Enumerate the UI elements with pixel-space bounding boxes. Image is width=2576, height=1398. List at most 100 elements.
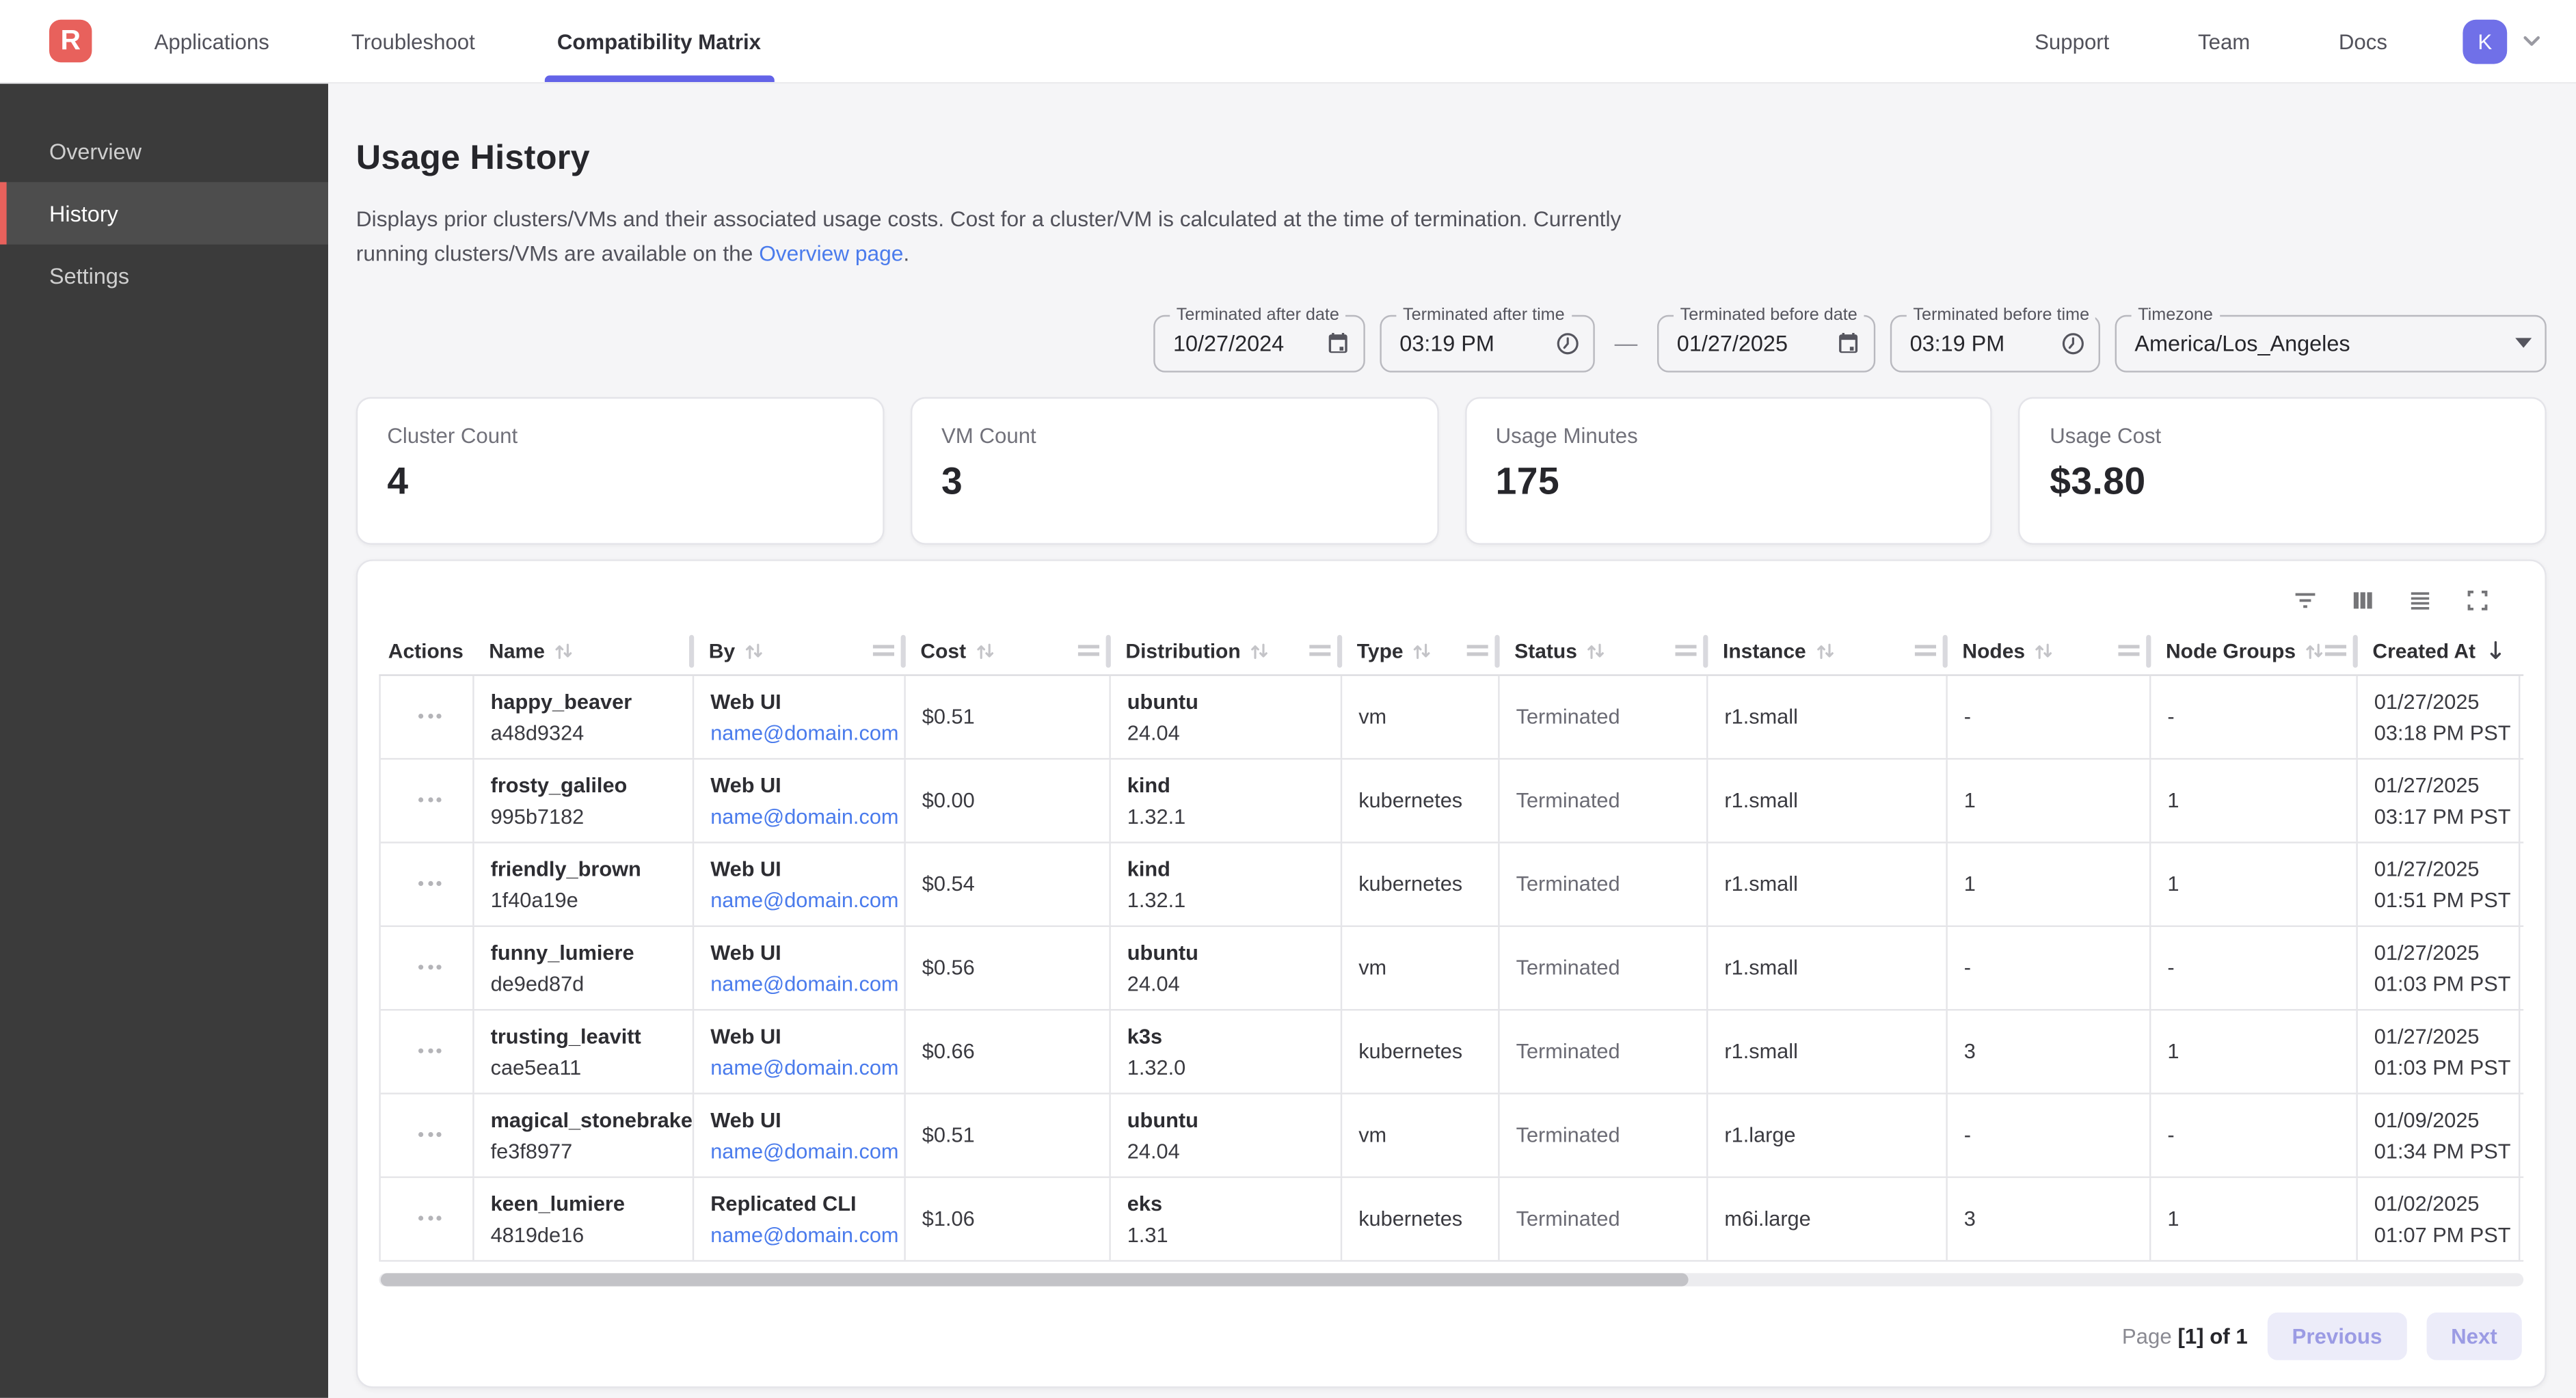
clock-icon[interactable] <box>1542 331 1580 355</box>
avatar[interactable]: K <box>2463 18 2508 64</box>
column-label: Type <box>1356 639 1404 662</box>
column-header-node_groups[interactable]: Node Groups <box>2149 626 2358 675</box>
cell-type: kubernetes <box>1342 1010 1500 1092</box>
density-icon[interactable] <box>2407 587 2433 613</box>
column-separator[interactable] <box>1494 634 1500 668</box>
nav-item-applications[interactable]: Applications <box>151 0 273 82</box>
table-row: funny_lumiere de9ed87d Web UI name@domain.… <box>380 926 2524 1010</box>
column-separator[interactable] <box>900 634 906 668</box>
row-actions-button[interactable] <box>381 675 474 758</box>
column-header-cost[interactable]: Cost <box>904 626 1111 675</box>
cell-nodes: - <box>1948 675 2151 758</box>
terminated-before-date-input[interactable]: Terminated before date 01/27/2025 <box>1657 304 1876 373</box>
stat-label: Usage Cost <box>2050 422 2162 448</box>
column-separator[interactable] <box>1942 634 1948 668</box>
table-row: magical_stonebraker fe3f8977 Web UI name@d… <box>380 1094 2524 1178</box>
row-actions-button[interactable] <box>381 1094 474 1177</box>
timezone-select[interactable]: Timezone America/Los_Angeles <box>2115 304 2547 373</box>
nav-item-label: Applications <box>154 29 269 53</box>
columns-icon[interactable] <box>2350 587 2376 613</box>
column-header-by[interactable]: By <box>693 626 906 675</box>
stat-value: 4 <box>387 459 409 502</box>
row-actions-button[interactable] <box>381 842 474 925</box>
by-email-link[interactable]: name@domain.com <box>710 971 899 996</box>
by-email-link[interactable]: name@domain.com <box>710 1222 899 1247</box>
nav-item-support[interactable]: Support <box>2031 29 2112 53</box>
column-menu-icon[interactable] <box>1309 644 1331 658</box>
terminated-before-time-input[interactable]: Terminated before time 03:19 PM <box>1890 304 2100 373</box>
sort-icon[interactable] <box>974 641 995 661</box>
column-separator[interactable] <box>1105 634 1111 668</box>
column-header-created_at[interactable]: Created At <box>2356 626 2519 675</box>
column-menu-icon[interactable] <box>872 644 894 658</box>
horizontal-scrollbar-track[interactable] <box>379 1272 2524 1286</box>
fullscreen-icon[interactable] <box>2465 587 2491 613</box>
column-menu-icon[interactable] <box>2118 644 2140 658</box>
column-header-nodes[interactable]: Nodes <box>1946 626 2151 675</box>
by-email-link[interactable]: name@domain.com <box>710 1138 899 1163</box>
nav-item-compatibility-matrix[interactable]: Compatibility Matrix <box>544 0 775 83</box>
column-header-type[interactable]: Type <box>1341 626 1500 675</box>
row-actions-button[interactable] <box>381 759 474 842</box>
replicated-logo[interactable]: R <box>49 19 92 63</box>
column-header-instance[interactable]: Instance <box>1706 626 1948 675</box>
filter-icon[interactable] <box>2292 587 2318 613</box>
nav-item-label: Team <box>2197 29 2251 53</box>
sort-icon[interactable] <box>1412 641 1433 661</box>
column-separator[interactable] <box>2146 634 2151 668</box>
input-value: 01/27/2025 <box>1676 331 1788 356</box>
stat-label: Usage Minutes <box>1495 422 1638 448</box>
sort-icon[interactable] <box>2304 641 2325 661</box>
cell-type: vm <box>1342 675 1500 758</box>
chevron-down-icon[interactable] <box>2520 29 2543 53</box>
next-button[interactable]: Next <box>2426 1312 2522 1360</box>
column-menu-icon[interactable] <box>1466 644 1488 658</box>
cell-name: frosty_galileo 995b7182 <box>474 759 695 842</box>
cell-by: Web UI name@domain.com <box>694 1010 906 1092</box>
sort-icon[interactable] <box>1249 641 1270 661</box>
sort-icon[interactable] <box>1585 641 1607 661</box>
row-actions-button[interactable] <box>381 1010 474 1092</box>
column-header-name[interactable]: Name <box>472 626 695 675</box>
overview-page-link[interactable]: Overview page <box>759 241 904 266</box>
terminated-after-time-input[interactable]: Terminated after time 03:19 PM <box>1380 304 1595 373</box>
row-actions-button[interactable] <box>381 926 474 1009</box>
sort-icon[interactable] <box>2033 641 2054 661</box>
input-label: Terminated before date <box>1674 304 1864 325</box>
sort-desc-icon[interactable] <box>2485 641 2505 662</box>
sort-icon[interactable] <box>553 641 574 661</box>
nav-item-troubleshoot[interactable]: Troubleshoot <box>348 0 479 82</box>
by-email-link[interactable]: name@domain.com <box>710 887 899 912</box>
column-menu-icon[interactable] <box>1077 644 1100 658</box>
previous-button[interactable]: Previous <box>2267 1312 2407 1360</box>
terminated-after-date-input[interactable]: Terminated after date 10/27/2024 <box>1153 304 1365 373</box>
column-menu-icon[interactable] <box>2325 644 2347 658</box>
sort-icon[interactable] <box>1814 641 1836 661</box>
sidebar-item-history[interactable]: History <box>0 182 329 245</box>
column-separator[interactable] <box>689 634 695 668</box>
calendar-icon[interactable] <box>1313 331 1350 355</box>
column-menu-icon[interactable] <box>1675 644 1697 658</box>
sidebar-item-overview[interactable]: Overview <box>0 120 328 182</box>
column-separator[interactable] <box>2352 634 2358 668</box>
nav-item-team[interactable]: Team <box>2195 29 2253 53</box>
clock-icon[interactable] <box>2048 331 2085 355</box>
cell-instance: r1.small <box>1708 675 1948 758</box>
nav-item-docs[interactable]: Docs <box>2335 29 2391 53</box>
horizontal-scrollbar-thumb[interactable] <box>380 1272 1689 1286</box>
column-header-status[interactable]: Status <box>1498 626 1708 675</box>
by-email-link[interactable]: name@domain.com <box>710 803 899 829</box>
column-menu-icon[interactable] <box>1914 644 1936 658</box>
by-email-link[interactable]: name@domain.com <box>710 1054 899 1079</box>
cell-type: vm <box>1342 926 1500 1009</box>
cell-type: kubernetes <box>1342 759 1500 842</box>
column-header-distribution[interactable]: Distribution <box>1109 626 1343 675</box>
column-separator[interactable] <box>1703 634 1708 668</box>
sort-icon[interactable] <box>743 641 764 661</box>
column-separator[interactable] <box>1337 634 1343 668</box>
row-actions-button[interactable] <box>381 1177 474 1260</box>
by-email-link[interactable]: name@domain.com <box>710 719 899 744</box>
stat-label: VM Count <box>941 422 1036 448</box>
sidebar-item-settings[interactable]: Settings <box>0 245 328 307</box>
calendar-icon[interactable] <box>1823 331 1860 355</box>
